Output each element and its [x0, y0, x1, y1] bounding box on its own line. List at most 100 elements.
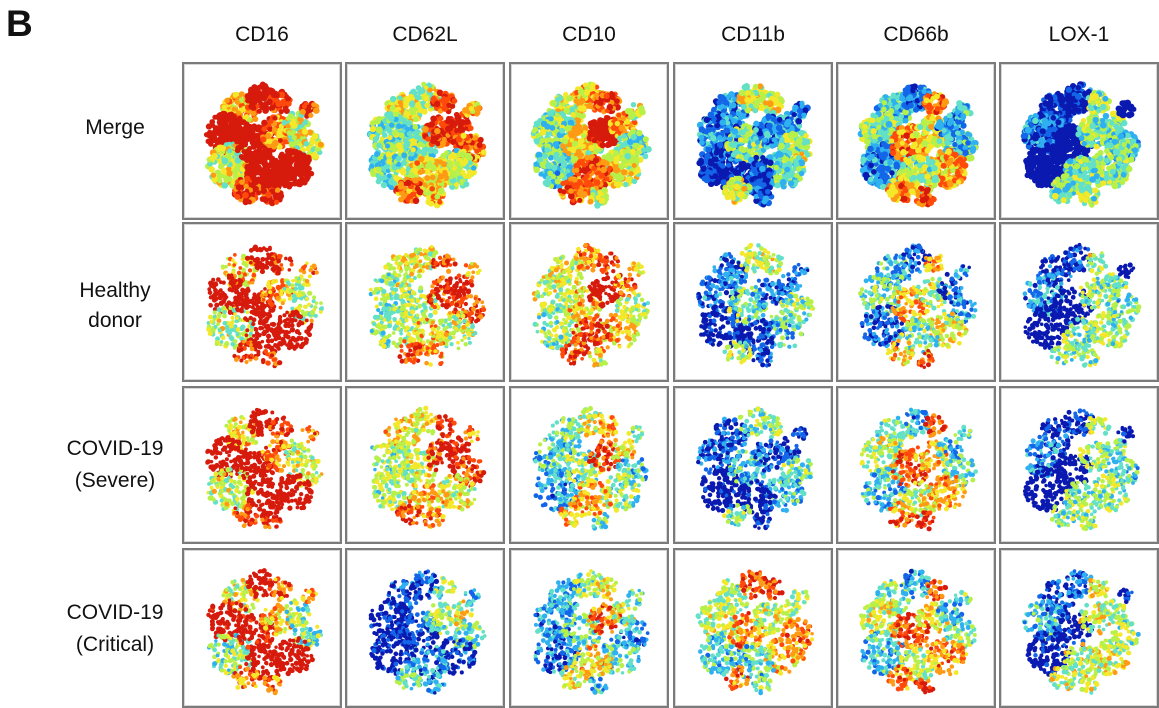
cell-point [224, 124, 231, 131]
cell-point [711, 106, 717, 112]
cell-point [552, 141, 560, 148]
cell-point [542, 153, 548, 160]
cell-point [457, 137, 463, 143]
cell-point [554, 112, 560, 118]
cell-point [723, 99, 730, 106]
cell-point [262, 83, 269, 89]
cell-point [587, 198, 594, 205]
cell-point [577, 88, 585, 96]
cell-point [255, 164, 262, 171]
cell-point [235, 121, 242, 128]
cell-point [454, 128, 460, 134]
cell-point [580, 167, 588, 174]
cell-point [729, 102, 737, 109]
cell-point [275, 194, 282, 200]
panel-label: B [6, 2, 33, 46]
cell-point [285, 95, 292, 102]
cell-point [311, 133, 319, 140]
cell-point [430, 115, 437, 122]
cell-point [592, 126, 599, 133]
cell-point [287, 175, 294, 182]
cell-point [766, 100, 774, 108]
cell-point [783, 121, 791, 128]
cell-point [398, 196, 404, 203]
cell-point [256, 108, 262, 114]
cell-point [412, 177, 419, 184]
cell-point [391, 129, 399, 136]
cell-point [774, 91, 781, 98]
cell-point [459, 128, 466, 134]
cell-point [281, 119, 288, 126]
plot-cd62l-row-1 [345, 62, 505, 220]
cell-point [714, 122, 721, 129]
cell-point [426, 195, 432, 201]
cell-point [227, 148, 233, 154]
cell-point [253, 179, 259, 186]
cell-point [387, 115, 395, 122]
cell-point [748, 103, 754, 109]
cell-point [416, 188, 424, 196]
cell-point [616, 112, 622, 118]
scatter-cloud [530, 81, 652, 209]
cell-point [430, 152, 436, 159]
cell-point [587, 86, 594, 92]
cell-point [238, 153, 245, 160]
cell-point [434, 193, 441, 200]
cell-point [236, 110, 242, 116]
cell-point [459, 151, 466, 158]
plot-cd16-row-1 [182, 62, 342, 220]
cell-point [578, 97, 586, 105]
cell-point [387, 135, 393, 141]
cell-point [241, 148, 247, 155]
column-header-cd66b: CD66b [834, 20, 998, 50]
cell-point [243, 183, 249, 190]
cell-point [632, 119, 638, 126]
cell-point [268, 118, 274, 124]
cell-point [221, 104, 227, 110]
cell-point [753, 120, 760, 127]
cell-point [402, 137, 409, 144]
row-label-3-line1: COVID-19 [10, 434, 220, 464]
scatter-cloud [696, 83, 813, 208]
cell-point [272, 139, 279, 147]
cell-point [252, 185, 259, 193]
cell-point [754, 139, 761, 145]
cell-point [235, 184, 242, 191]
cell-point [711, 116, 717, 122]
cell-point [453, 147, 459, 154]
cell-point [295, 139, 301, 145]
cell-point [385, 143, 391, 149]
cell-point [418, 155, 425, 163]
cell-point [438, 120, 446, 128]
cell-point [317, 141, 324, 148]
cell-point [771, 137, 777, 143]
cell-point [601, 187, 608, 194]
cell-point [539, 137, 546, 144]
cell-point [242, 129, 250, 137]
cell-point [285, 166, 292, 174]
cell-point [725, 120, 731, 126]
cell-point [533, 166, 541, 174]
cell-point [629, 148, 636, 155]
cell-point [248, 131, 255, 137]
cell-point [572, 155, 579, 162]
cell-point [559, 155, 566, 161]
cell-point [447, 126, 453, 132]
cell-point [707, 111, 715, 119]
cell-point [610, 124, 618, 132]
cell-point [264, 132, 272, 140]
cell-point [278, 109, 284, 115]
cell-point [609, 92, 616, 99]
cell-point [720, 179, 727, 186]
cell-point [401, 117, 407, 124]
cell-point [269, 104, 276, 111]
cell-point [761, 137, 768, 143]
cell-point [402, 103, 409, 109]
cell-point [276, 143, 283, 150]
cell-point [412, 116, 419, 123]
cell-point [370, 120, 376, 126]
cell-point [271, 126, 278, 133]
cell-point [583, 173, 590, 179]
cell-point [267, 173, 274, 180]
cell-point [575, 148, 582, 155]
